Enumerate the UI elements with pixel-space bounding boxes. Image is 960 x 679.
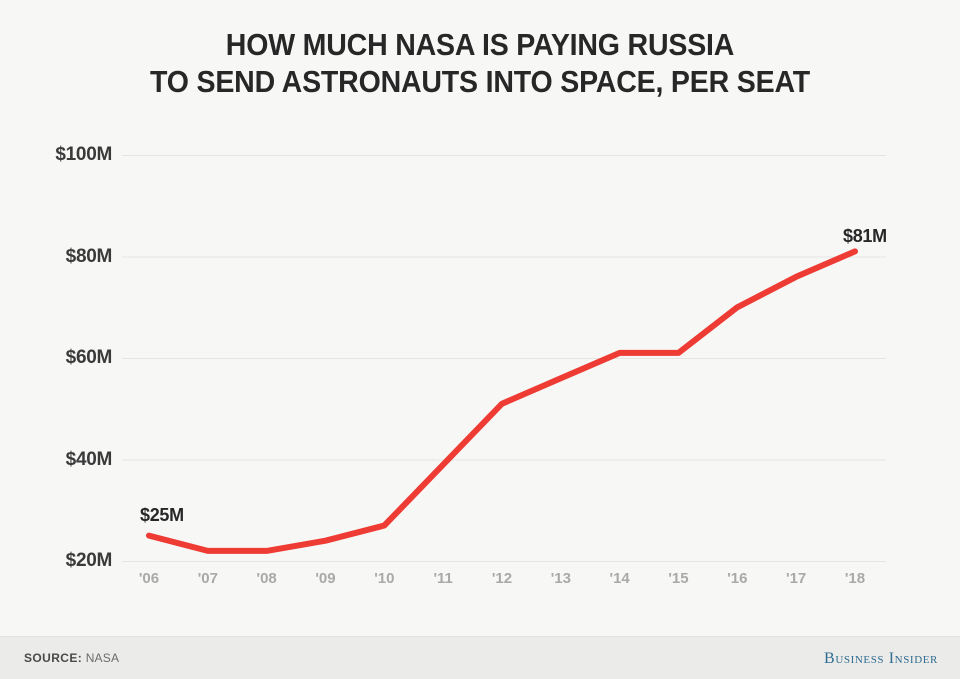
line-chart-svg xyxy=(122,155,886,562)
y-tick-label: $80M xyxy=(65,245,113,267)
x-tick-label: '14 xyxy=(609,570,630,587)
chart-title: HOW MUCH NASA IS PAYING RUSSIA TO SEND A… xyxy=(0,26,960,100)
x-tick-label: '12 xyxy=(491,570,513,587)
x-tick-label: '15 xyxy=(668,570,689,587)
y-tick-label: $60M xyxy=(65,347,113,368)
x-tick-label: '10 xyxy=(374,570,395,587)
x-tick-label: '16 xyxy=(727,570,748,587)
x-tick-label: '07 xyxy=(197,570,218,587)
x-tick-label: '11 xyxy=(433,570,453,587)
title-line-2: TO SEND ASTRONAUTS INTO SPACE, PER SEAT xyxy=(150,64,810,99)
gridlines xyxy=(122,155,886,562)
x-tick-label: '18 xyxy=(844,570,866,587)
chart-footer: SOURCE: NASA Business Insider xyxy=(0,636,960,679)
plot-area: $20M $40M $60M $80M $100M '06 '07 '08 '09 '10 '11… xyxy=(55,144,887,587)
data-label-start: $25M xyxy=(140,505,184,525)
y-tick-label: $40M xyxy=(65,448,113,470)
data-series-line xyxy=(146,248,858,554)
x-tick-label: '08 xyxy=(256,570,277,587)
x-tick-label: '13 xyxy=(550,570,571,587)
business-insider-logo: Business Insider xyxy=(824,650,938,667)
source-note: SOURCE: NASA xyxy=(24,651,119,665)
source-label: SOURCE: xyxy=(24,651,83,665)
source-value: NASA xyxy=(85,651,120,665)
x-tick-label: '09 xyxy=(315,570,336,587)
y-tick-label: $20M xyxy=(65,550,113,571)
title-line-1: HOW MUCH NASA IS PAYING RUSSIA xyxy=(225,27,735,62)
data-label-end: $81M xyxy=(843,226,887,246)
x-tick-label: '17 xyxy=(786,570,807,587)
x-tick-label: '06 xyxy=(138,570,160,587)
y-tick-label: $100M xyxy=(55,144,112,165)
